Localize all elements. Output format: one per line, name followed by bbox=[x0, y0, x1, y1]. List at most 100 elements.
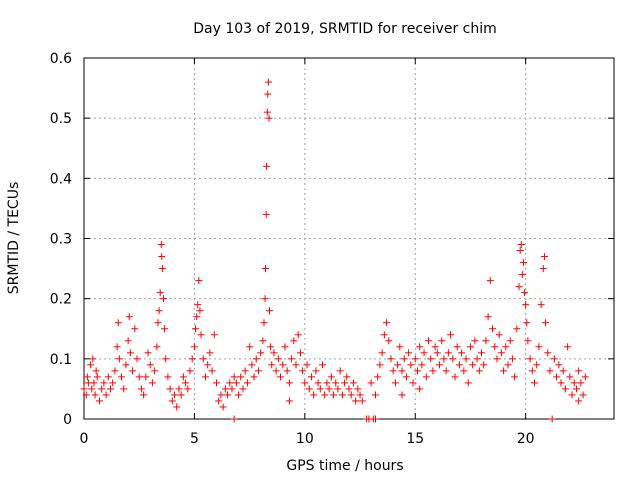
axes: 0 0.1 0.2 0.3 0.4 0.5 0.6 0 5 10 15 20 bbox=[50, 51, 614, 447]
data-point bbox=[161, 325, 169, 333]
data-point bbox=[88, 385, 96, 393]
data-point bbox=[261, 295, 269, 303]
data-point bbox=[495, 331, 503, 339]
data-point bbox=[323, 379, 331, 387]
data-point bbox=[252, 355, 260, 363]
data-point bbox=[394, 361, 402, 369]
data-point bbox=[341, 379, 349, 387]
data-point bbox=[144, 349, 152, 357]
data-point bbox=[179, 373, 187, 381]
data-point bbox=[168, 397, 176, 405]
data-point bbox=[566, 373, 574, 381]
data-point bbox=[208, 367, 216, 375]
data-point bbox=[524, 337, 532, 345]
data-point bbox=[334, 385, 342, 393]
data-point bbox=[243, 379, 251, 387]
data-point bbox=[433, 349, 441, 357]
data-point bbox=[264, 90, 272, 98]
data-point bbox=[540, 253, 548, 261]
data-point bbox=[378, 349, 386, 357]
data-point bbox=[513, 325, 521, 333]
data-point bbox=[367, 379, 375, 387]
data-point bbox=[354, 385, 362, 393]
data-point bbox=[518, 271, 526, 279]
data-point bbox=[158, 265, 166, 273]
data-point bbox=[156, 289, 164, 297]
data-point bbox=[338, 391, 346, 399]
data-point bbox=[125, 313, 133, 321]
data-point bbox=[533, 361, 541, 369]
data-point bbox=[263, 162, 271, 170]
data-point bbox=[82, 391, 90, 399]
data-point bbox=[158, 253, 166, 261]
data-point bbox=[283, 367, 291, 375]
data-point bbox=[80, 385, 88, 393]
data-point bbox=[358, 397, 366, 405]
y-tick-label: 0.4 bbox=[50, 171, 72, 187]
data-point bbox=[504, 361, 512, 369]
data-point bbox=[260, 319, 268, 327]
data-point bbox=[148, 379, 156, 387]
y-tick-label: 0.1 bbox=[50, 352, 72, 368]
data-point bbox=[502, 343, 510, 351]
data-point bbox=[288, 355, 296, 363]
data-point bbox=[266, 307, 273, 315]
data-point bbox=[95, 397, 103, 405]
data-point bbox=[217, 391, 225, 399]
x-axis-label: GPS time / hours bbox=[286, 458, 403, 474]
data-point bbox=[564, 343, 572, 351]
data-point bbox=[188, 355, 196, 363]
data-point bbox=[113, 343, 121, 351]
data-point bbox=[319, 361, 326, 369]
data-point bbox=[519, 259, 527, 267]
data-point bbox=[312, 367, 320, 375]
data-point bbox=[391, 379, 399, 387]
data-point bbox=[274, 355, 282, 363]
data-point bbox=[442, 367, 450, 375]
x-tick-label: 0 bbox=[80, 431, 89, 447]
data-point bbox=[548, 415, 556, 423]
data-point bbox=[418, 361, 426, 369]
data-point bbox=[190, 343, 198, 351]
y-tick-label: 0.5 bbox=[50, 111, 72, 127]
data-point bbox=[210, 331, 218, 339]
y-axis-label: SRMTID / TECUs bbox=[6, 182, 22, 295]
data-point bbox=[544, 349, 552, 357]
data-point bbox=[102, 391, 110, 399]
data-point bbox=[195, 277, 203, 285]
data-point bbox=[557, 379, 565, 387]
data-point bbox=[451, 373, 459, 381]
data-point bbox=[173, 403, 181, 411]
data-point bbox=[528, 367, 536, 375]
data-point bbox=[232, 379, 240, 387]
data-point bbox=[486, 277, 494, 285]
data-point bbox=[254, 367, 262, 375]
data-point bbox=[301, 379, 309, 387]
data-point bbox=[321, 391, 329, 399]
data-point bbox=[491, 343, 499, 351]
data-point bbox=[228, 385, 236, 393]
data-point bbox=[407, 361, 415, 369]
data-point bbox=[197, 331, 205, 339]
data-point bbox=[431, 343, 439, 351]
data-point bbox=[343, 373, 351, 381]
data-point bbox=[126, 349, 134, 357]
data-point bbox=[104, 373, 112, 381]
data-point bbox=[262, 265, 270, 273]
data-point bbox=[372, 391, 379, 399]
data-point bbox=[160, 295, 167, 303]
data-point bbox=[517, 241, 525, 249]
x-tick-label: 15 bbox=[406, 431, 424, 447]
data-point bbox=[92, 367, 100, 375]
data-point bbox=[332, 379, 340, 387]
data-point bbox=[506, 337, 514, 345]
data-point bbox=[478, 349, 485, 357]
data-point bbox=[550, 355, 558, 363]
data-point bbox=[336, 367, 344, 375]
data-point bbox=[383, 319, 391, 327]
data-point bbox=[380, 331, 388, 339]
data-point bbox=[387, 355, 395, 363]
data-point bbox=[107, 385, 114, 393]
data-point bbox=[151, 367, 159, 375]
data-point bbox=[118, 373, 126, 381]
